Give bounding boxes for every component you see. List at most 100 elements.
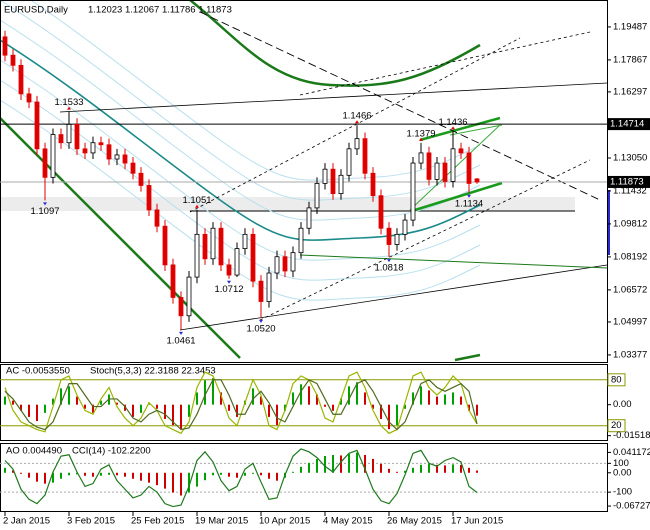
- y-tick-label: 1.17867: [613, 54, 647, 65]
- price-annotation: 1.1097: [30, 206, 59, 217]
- histogram-bar: [204, 472, 206, 481]
- histogram-bar: [404, 470, 406, 473]
- candle-body: [394, 233, 400, 245]
- histogram-bar: [180, 472, 182, 496]
- tick-box: [607, 419, 626, 433]
- candle-body: [234, 248, 240, 276]
- candle-body: [2, 36, 8, 56]
- candle-body: [258, 280, 264, 302]
- envelope: [0, 0, 481, 201]
- candle-body: [410, 162, 416, 221]
- histogram-bar: [412, 392, 414, 405]
- fractal-marker: [43, 202, 47, 206]
- candle-body: [218, 227, 224, 266]
- candle-body: [426, 152, 432, 180]
- x-tick-label: 25 Feb 2015: [131, 516, 184, 527]
- trend-line: [414, 116, 503, 212]
- envelope: [0, 19, 481, 221]
- channel-line: [179, 264, 608, 331]
- histogram-bar: [52, 472, 54, 483]
- histogram-bar: [84, 404, 86, 409]
- candle-body: [458, 148, 464, 154]
- candle-body: [370, 172, 376, 197]
- histogram-bar: [340, 398, 342, 405]
- histogram-bar: [260, 396, 262, 405]
- histogram-bar: [188, 472, 190, 493]
- price-label: 1.11873: [610, 176, 644, 187]
- histogram-bar: [164, 404, 166, 419]
- histogram-bar: [156, 404, 158, 409]
- candle-body: [90, 142, 96, 154]
- histogram-bar: [356, 382, 358, 405]
- y-tick-label: 20: [611, 420, 622, 431]
- histogram-bar: [60, 388, 62, 405]
- histogram-bar: [268, 472, 270, 479]
- histogram-bar: [196, 392, 198, 405]
- histogram-bar: [124, 472, 126, 477]
- histogram-bar: [404, 404, 406, 409]
- envelope: [29, 0, 481, 181]
- histogram-bar: [428, 390, 430, 405]
- histogram-bar: [172, 472, 174, 493]
- candle-body: [26, 93, 32, 103]
- histogram-bar: [372, 404, 374, 409]
- histogram-bar: [44, 472, 46, 484]
- histogram-bar: [332, 454, 334, 473]
- dotted-line: [259, 159, 591, 321]
- candle-body: [354, 138, 360, 150]
- indicator-title: AO 0.004490: [6, 446, 62, 457]
- histogram-bar: [236, 404, 238, 417]
- histogram-bar: [164, 472, 166, 489]
- y-tick-label: 1.13050: [613, 153, 647, 164]
- y-tick-label: 1.08192: [613, 251, 647, 262]
- y-tick-label: 0.041172: [613, 447, 650, 458]
- histogram-bar: [292, 471, 294, 473]
- candle-body: [242, 233, 248, 249]
- y-tick-label: -0.06727: [613, 501, 650, 512]
- histogram-bar: [420, 464, 422, 473]
- candle-body: [466, 152, 472, 184]
- histogram-bar: [140, 472, 142, 481]
- histogram-bar: [276, 472, 278, 481]
- fractal-marker: [355, 120, 359, 124]
- candle-body: [322, 168, 328, 184]
- histogram-bar: [44, 404, 46, 413]
- x-tick-label: 26 May 2015: [387, 516, 442, 527]
- candle-body: [306, 207, 312, 229]
- indicator-line: [4, 379, 478, 431]
- histogram-bar: [476, 404, 478, 416]
- histogram-bar: [132, 404, 134, 417]
- candle-body: [290, 252, 296, 272]
- histogram-bar: [28, 472, 30, 478]
- candle-body: [194, 233, 200, 278]
- candle-body: [362, 138, 368, 174]
- histogram-bar: [332, 404, 334, 411]
- histogram-bar: [412, 467, 414, 473]
- candle-body: [314, 183, 320, 209]
- y-tick-label: 1.19487: [613, 21, 647, 32]
- fractal-marker: [195, 204, 199, 208]
- candle-body: [474, 178, 480, 183]
- histogram-bar: [460, 396, 462, 405]
- histogram-bar: [36, 472, 38, 482]
- price-label: 1.14714: [610, 119, 644, 130]
- histogram-bar: [420, 386, 422, 405]
- histogram-bar: [428, 463, 430, 473]
- candle-body: [66, 123, 72, 144]
- candle-body: [266, 272, 272, 302]
- candle-body: [282, 256, 288, 272]
- histogram-bar: [140, 404, 142, 413]
- candle-body: [10, 54, 16, 66]
- candle-body: [186, 276, 192, 317]
- price-annotation: 1.1051: [182, 195, 211, 206]
- y-tick-label: 1.04997: [613, 316, 647, 327]
- histogram-bar: [348, 386, 350, 405]
- y-tick-label: 1.11432: [613, 185, 647, 196]
- fractal-marker: [451, 126, 455, 130]
- histogram-bar: [308, 386, 310, 405]
- y-tick-label: 1.03377: [613, 349, 647, 360]
- histogram-bar: [316, 458, 318, 473]
- candle-body: [210, 227, 216, 260]
- candle-body: [34, 101, 40, 150]
- histogram-bar: [364, 454, 366, 473]
